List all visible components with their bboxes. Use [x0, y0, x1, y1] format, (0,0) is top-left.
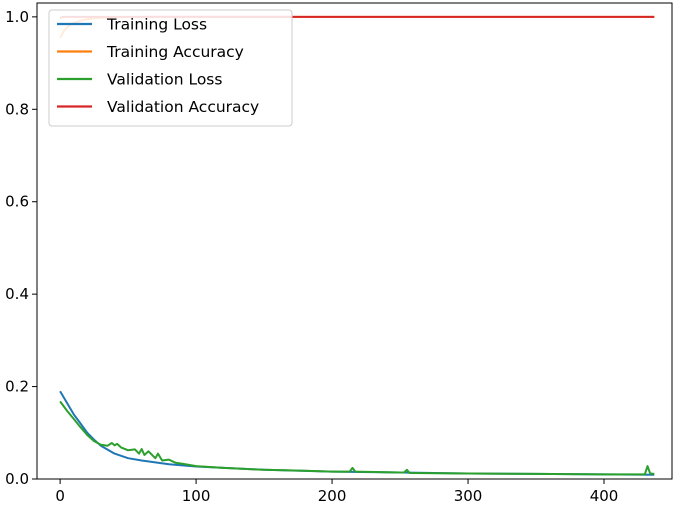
y-tick-label: 0.2 [5, 378, 29, 396]
x-tick-label: 400 [590, 487, 619, 505]
y-tick-label: 0.0 [5, 470, 29, 488]
legend-box [48, 9, 293, 127]
y-tick-label: 0.4 [5, 285, 29, 303]
y-tick-label: 0.6 [5, 193, 29, 211]
y-tick-label: 0.8 [5, 100, 29, 118]
y-tick-label: 1.0 [5, 8, 29, 26]
legend-label: Training Loss [106, 16, 207, 34]
legend-label: Validation Accuracy [107, 98, 259, 116]
x-tick-label: 0 [55, 487, 65, 505]
legend: Training Loss Training Accuracy Validation… [48, 9, 293, 127]
x-tick-label: 300 [454, 487, 483, 505]
series-line-validation-loss [59, 400, 655, 476]
legend-label: Validation Loss [107, 71, 222, 89]
axis-ticks: 0 100 200 300 400 0.0 0.2 0.4 0.6 0.8 1.0 [5, 8, 618, 505]
legend-label: Training Accuracy [106, 43, 244, 61]
x-tick-label: 200 [318, 487, 347, 505]
x-tick-label: 100 [182, 487, 211, 505]
